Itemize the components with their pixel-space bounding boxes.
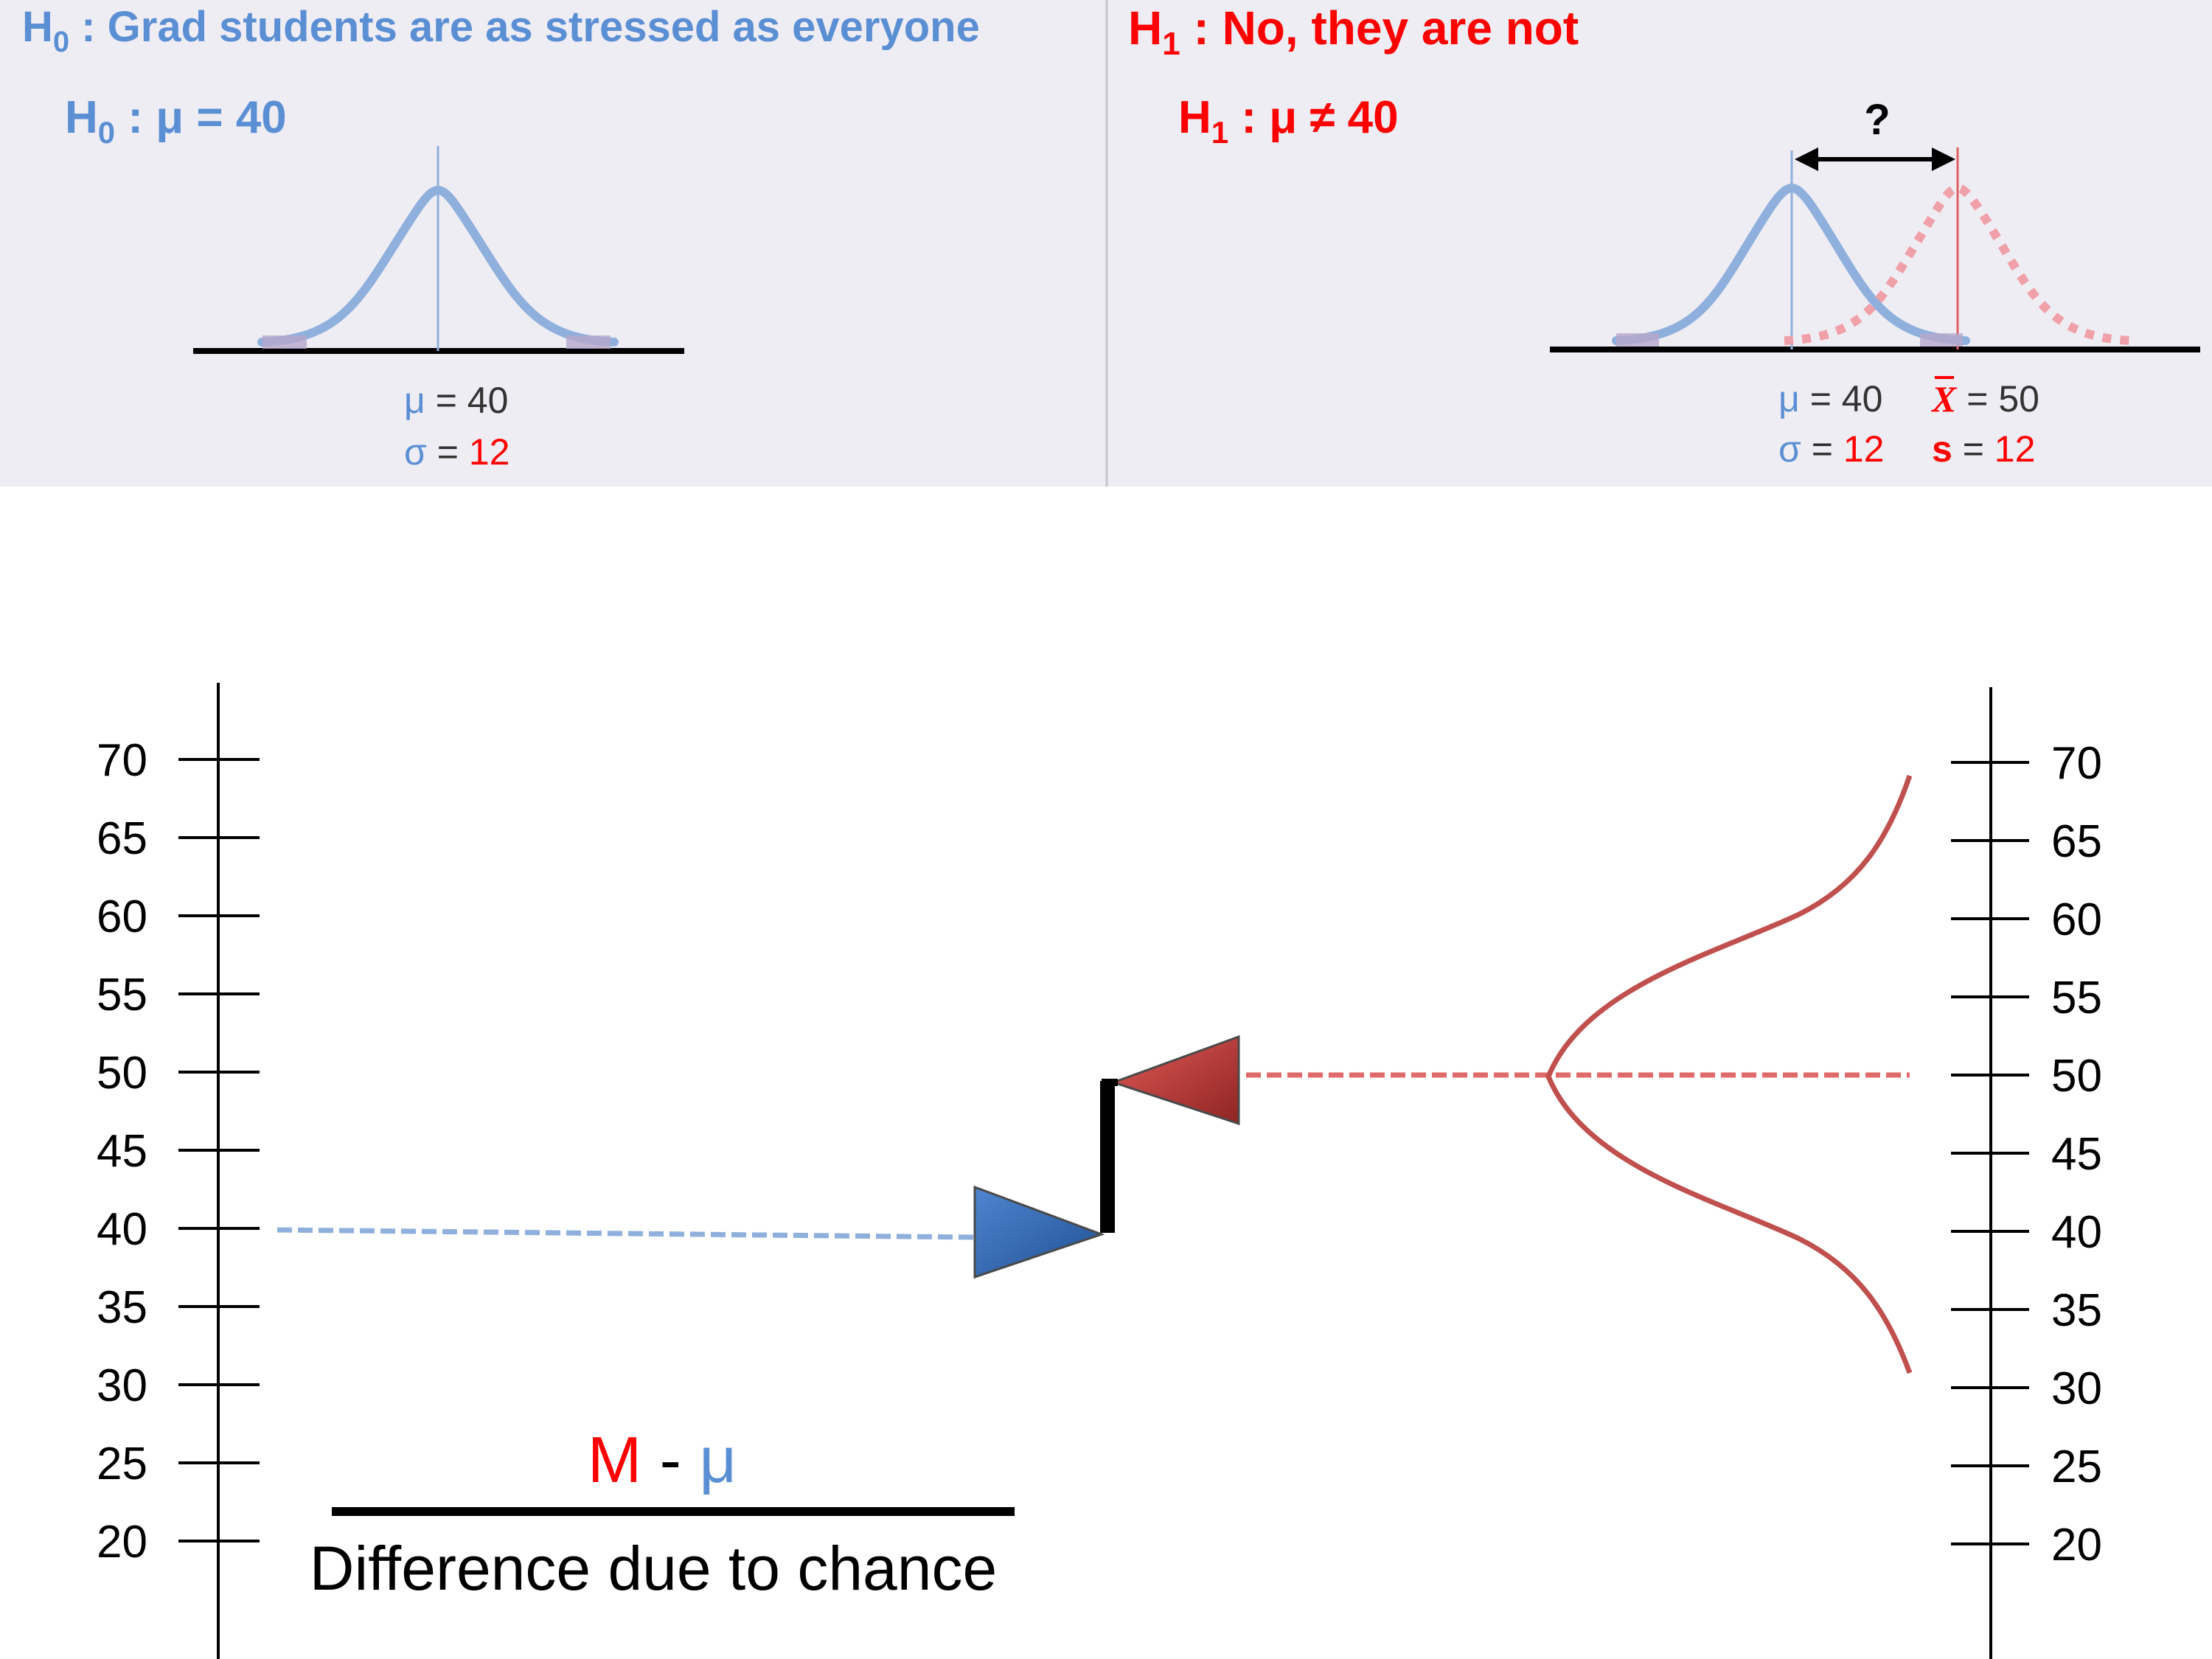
right-tick-label: 40 <box>2051 1207 2102 1258</box>
right-tick-label: 30 <box>2051 1363 2102 1414</box>
left-tick-label: 60 <box>97 891 147 942</box>
mu-marker-triangle <box>973 1185 1105 1279</box>
h1-mu-label: μ = 40 <box>1778 378 1882 420</box>
sample-distribution-curve <box>1545 774 1913 1374</box>
right-tick-label: 70 <box>2051 738 2102 789</box>
formula-numerator: M - μ <box>588 1423 737 1496</box>
right-tick-label: 65 <box>2051 816 2102 867</box>
h1-left-tail <box>1616 333 1659 347</box>
left-tick-label: 45 <box>97 1126 147 1177</box>
h0-mu-label: μ = 40 <box>404 380 508 421</box>
sample-mean-marker-triangle <box>1110 1034 1240 1126</box>
h1-s-label: s = 12 <box>1932 428 2035 470</box>
h0-title: H0 : Grad students are as stressed as ev… <box>22 3 980 58</box>
left-tick-label: 35 <box>97 1282 147 1333</box>
left-scale-ticks: 70 65 60 55 50 45 40 35 30 25 20 <box>97 735 260 1568</box>
right-tick-label: 55 <box>2051 973 2102 1023</box>
formula-denominator: Difference due to chance <box>310 1534 997 1603</box>
right-tick-label: 45 <box>2051 1129 2102 1180</box>
h0-right-tail <box>566 335 611 349</box>
h0-panel <box>0 0 1106 487</box>
h1-sample-curve <box>1784 183 2133 345</box>
mu-level-dashed-line <box>276 1227 974 1240</box>
h1-xbar-label: X = 50 <box>1930 378 2039 420</box>
right-tick-label: 20 <box>2051 1520 2102 1571</box>
question-mark: ? <box>1864 96 1890 144</box>
arrow-left-head-icon <box>1795 147 1818 171</box>
left-tick-label: 30 <box>97 1360 147 1411</box>
left-tick-label: 70 <box>97 735 147 786</box>
left-tick-label: 50 <box>97 1048 147 1099</box>
h1-sigma-label: σ = 12 <box>1778 428 1884 470</box>
right-tick-label: 50 <box>2051 1051 2102 1102</box>
h0-statement: H0 : μ = 40 <box>65 92 287 150</box>
arrow-right-head-icon <box>1932 147 1955 171</box>
h1-right-tail <box>1920 333 1963 347</box>
h1-panel <box>1107 0 2212 487</box>
left-tick-label: 20 <box>97 1517 147 1568</box>
left-tick-label: 65 <box>97 813 147 864</box>
left-tick-label: 55 <box>97 970 147 1020</box>
right-tick-label: 35 <box>2051 1285 2102 1336</box>
right-scale-ticks: 70 65 60 55 50 45 40 35 30 25 20 <box>1951 738 2102 1571</box>
h0-curve <box>257 185 619 347</box>
h1-null-curve <box>1612 183 1970 345</box>
h0-sigma-label: σ = 12 <box>404 431 509 473</box>
left-tick-label: 40 <box>97 1204 147 1255</box>
right-tick-label: 25 <box>2051 1441 2102 1492</box>
right-tick-label: 60 <box>2051 894 2102 945</box>
left-tick-label: 25 <box>97 1439 147 1489</box>
h0-left-tail <box>262 335 307 349</box>
h1-title: H1 : No, they are not <box>1128 1 1579 62</box>
h1-statement: H1 : μ ≠ 40 <box>1178 92 1399 150</box>
